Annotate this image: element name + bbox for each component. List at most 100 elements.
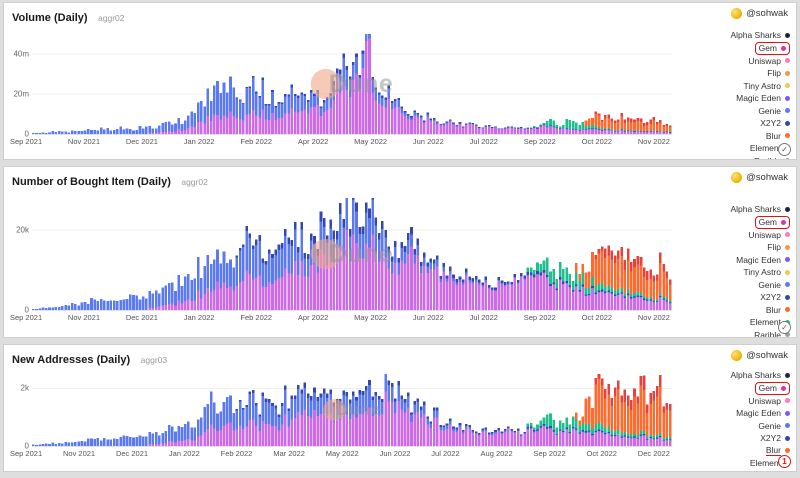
legend-color-dot <box>781 45 786 51</box>
legend-item-rarible[interactable]: Rarible <box>754 329 790 337</box>
x-tick-label: Sep 2022 <box>523 313 556 322</box>
legend-color-dot <box>785 95 790 101</box>
legend-item-gem[interactable]: Gem <box>754 41 790 55</box>
legend-color-dot <box>785 32 790 38</box>
chart-panel-volume: Volume (Daily) aggr02 @sohwak 0 20m 40m Du… <box>3 2 797 160</box>
legend-color-dot <box>785 269 790 275</box>
legend-color-dot <box>785 83 790 89</box>
legend-item-genie[interactable]: Genie <box>758 420 790 433</box>
author-link[interactable]: @sohwak <box>731 172 788 183</box>
legend-item-alpha-sharks[interactable]: Alpha Sharks <box>730 29 790 42</box>
legend-item-x2y2[interactable]: X2Y2 <box>760 432 790 445</box>
legend-item-label: Alpha Sharks <box>730 30 781 41</box>
x-tick-label: Oct 2022 <box>586 449 617 458</box>
legend-item-blur[interactable]: Blur <box>766 304 790 317</box>
plot-svg[interactable] <box>32 34 672 134</box>
legend-item-rarible[interactable]: Rarible <box>754 155 790 159</box>
chart-panel-new-addresses: New Addresses (Daily) aggr03 @sohwak 0 2k… <box>3 344 797 472</box>
legend-item-label: Gem <box>758 383 777 393</box>
author-handle: @sohwak <box>746 172 788 183</box>
legend-color-dot <box>785 410 790 416</box>
legend-color-dot <box>785 108 790 114</box>
author-avatar-icon <box>731 172 743 183</box>
legend-item-flip[interactable]: Flip <box>767 67 790 80</box>
plot-area: Dune <box>32 34 672 135</box>
legend-item-label: X2Y2 <box>760 292 781 303</box>
legend-item-label: Gem <box>758 217 777 227</box>
x-tick-label: Jun 2022 <box>379 449 411 458</box>
chart-title: Volume (Daily) <box>12 12 88 24</box>
x-tick-label: Jan 2022 <box>183 313 215 322</box>
x-tick-label: Nov 2022 <box>637 313 670 322</box>
legend-item-blur[interactable]: Blur <box>765 445 790 458</box>
legend-item-blur[interactable]: Blur <box>766 130 790 143</box>
chart-header: Volume (Daily) aggr02 @sohwak <box>4 3 796 26</box>
legend-item-label: Rarible <box>754 156 781 159</box>
plot-svg[interactable] <box>32 198 672 310</box>
legend-color-dot <box>785 435 790 441</box>
legend-item-label: Alpha Sharks <box>730 204 781 215</box>
x-tick-label: May 2022 <box>325 449 359 458</box>
annotation-circle-1: 1 <box>778 455 791 468</box>
x-tick-label: Jan 2022 <box>183 137 215 146</box>
y-axis: 0 2k <box>8 374 32 451</box>
legend-item-label: Genie <box>758 420 781 431</box>
legend-item-label: Genie <box>758 105 781 116</box>
legend-item-label: Element <box>749 458 781 469</box>
legend-item-x2y2[interactable]: X2Y2 <box>760 117 790 130</box>
author-link[interactable]: @sohwak <box>731 350 788 361</box>
author-link[interactable]: @sohwak <box>731 8 788 19</box>
legend-color-dot <box>785 158 790 159</box>
x-tick-label: Feb 2022 <box>240 313 273 322</box>
x-tick-label: May 2022 <box>354 137 388 146</box>
chart-title: New Addresses (Daily) <box>12 354 131 366</box>
legend-color-dot <box>785 448 790 454</box>
legend-item-genie[interactable]: Genie <box>758 105 790 118</box>
legend-item-magic-eden[interactable]: Magic Eden <box>736 254 790 267</box>
x-tick-label: Sep 2022 <box>533 449 566 458</box>
legend-item-gem[interactable]: Gem <box>754 381 790 395</box>
legend-item-label: Uniswap <box>748 395 781 406</box>
x-tick-label: Nov 2021 <box>67 313 101 322</box>
legend-color-dot <box>785 70 790 76</box>
chart-body: 0 20k Dune <box>4 198 796 315</box>
x-tick-label: Dec 2021 <box>125 313 158 322</box>
x-tick-label: Dec 2022 <box>637 449 670 458</box>
corner-badge[interactable]: ✓ <box>778 143 791 156</box>
legend-item-magic-eden[interactable]: Magic Eden <box>736 92 790 105</box>
legend-item-flip[interactable]: Flip <box>767 241 790 254</box>
legend-item-uniswap[interactable]: Uniswap <box>748 395 790 408</box>
legend-item-uniswap[interactable]: Uniswap <box>748 229 790 242</box>
legend-color-dot <box>785 423 790 429</box>
legend-item-alpha-sharks[interactable]: Alpha Sharks <box>730 203 790 216</box>
corner-badge[interactable]: ✓ <box>778 321 791 334</box>
legend-item-label: Tiny Astro <box>743 80 781 91</box>
chart-header: Number of Bought Item (Daily) aggr02 @so… <box>4 167 796 190</box>
legend-item-magic-eden[interactable]: Magic Eden <box>736 407 790 420</box>
legend-item-tiny-astro[interactable]: Tiny Astro <box>744 266 790 279</box>
legend: Alpha Sharks Gem Uniswap Flip Tiny Astro Magi… <box>678 29 790 159</box>
legend-item-label: X2Y2 <box>760 433 781 444</box>
legend-item-alpha-sharks[interactable]: Alpha Sharks <box>730 369 790 382</box>
legend-item-label: Blur <box>765 130 781 141</box>
x-tick-label: Sep 2021 <box>10 449 43 458</box>
legend-item-tiny-astro[interactable]: Tiny Astro <box>744 80 790 93</box>
legend-item-genie[interactable]: Genie <box>758 279 790 292</box>
x-tick-label: Apr 2022 <box>297 313 329 322</box>
plot-area: Dune <box>32 374 672 447</box>
legend-item-label: X2Y2 <box>760 118 781 129</box>
legend-item-label: Magic Eden <box>736 254 781 265</box>
x-tick-label: Sep 2021 <box>10 137 43 146</box>
author-avatar-icon <box>731 8 743 19</box>
x-tick-label: Dec 2021 <box>115 449 149 458</box>
x-tick-label: Feb 2022 <box>220 449 253 458</box>
x-tick-label: May 2022 <box>354 313 388 322</box>
legend-item-uniswap[interactable]: Uniswap <box>748 55 790 68</box>
legend-item-x2y2[interactable]: X2Y2 <box>760 291 790 304</box>
x-tick-label: Oct 2022 <box>581 137 613 146</box>
legend-item-gem[interactable]: Gem <box>754 215 790 229</box>
chart-title: Number of Bought Item (Daily) <box>12 176 171 188</box>
plot-svg[interactable] <box>32 374 672 446</box>
legend: Alpha Sharks Gem Uniswap Flip Magic Eden Tiny… <box>678 203 790 337</box>
y-tick-label: 2k <box>20 383 29 393</box>
